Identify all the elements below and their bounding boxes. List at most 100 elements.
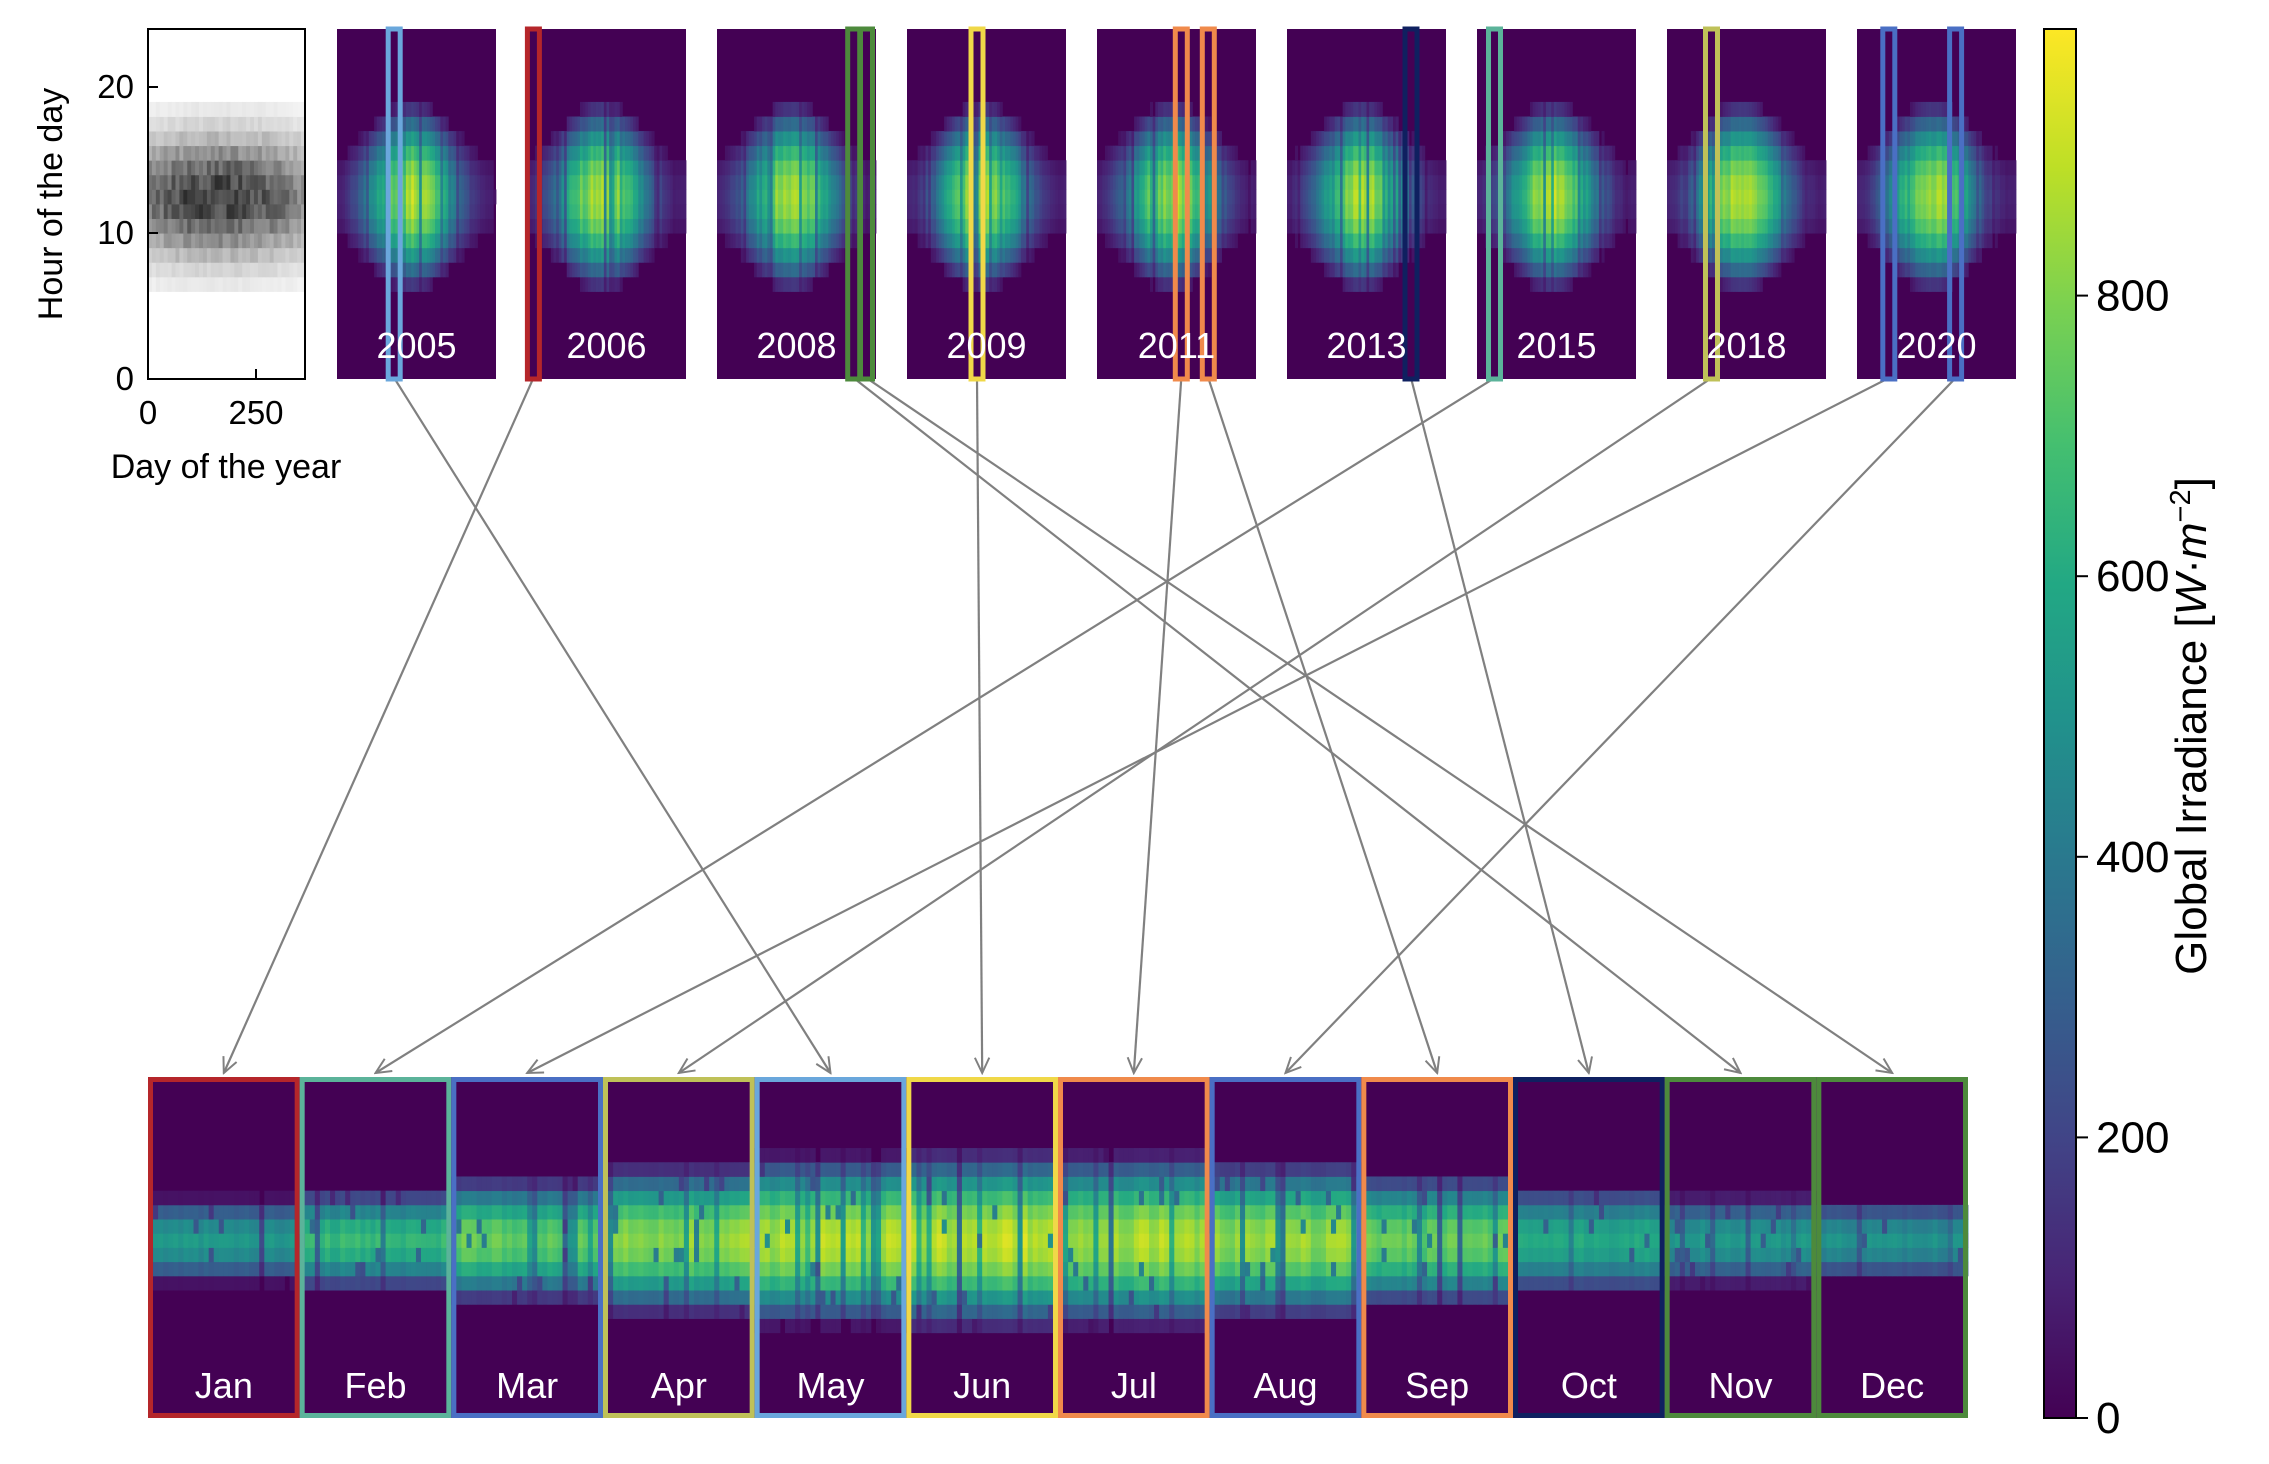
year-cell [748,218,752,234]
overview-cell [289,145,294,161]
year-cell [1294,174,1298,190]
year-cell [1387,189,1391,205]
year-cell [1334,233,1338,249]
year-cell [622,174,626,190]
year-cell [585,189,589,205]
year-cell [587,276,591,292]
year-cell [815,218,819,234]
year-cell [1545,262,1549,278]
year-cell [1524,218,1528,234]
year-cell [640,131,644,147]
year-cell [569,189,573,205]
overview-cell [171,204,176,219]
year-cell [1144,174,1148,190]
year-cell [358,160,362,176]
year-cell [1585,262,1589,278]
year-cell [1786,218,1790,234]
year-cell [1005,131,1009,147]
year-cell [395,101,399,117]
year-cell [1516,262,1520,278]
year-cell [1128,233,1132,249]
year-cell [1197,189,1201,205]
year-cell [1690,131,1694,147]
overview-cell [297,174,302,190]
year-cell [1332,145,1336,161]
year-cell [569,174,573,190]
year-cell [1197,204,1201,219]
year-cell [1398,218,1402,234]
year-cell [1511,174,1515,190]
year-cell [1221,174,1225,190]
year-cell [1530,276,1534,292]
overview-cell [163,204,169,219]
overview-cell [183,247,188,263]
year-cell [1725,247,1729,263]
overview-cell [210,101,216,117]
year-cell [1527,262,1531,278]
year-cell [1034,145,1038,161]
year-cell [1023,145,1027,161]
year-cell [411,233,415,249]
year-cell [812,262,816,278]
year-cell [416,262,420,278]
year-cell [1765,233,1769,249]
year-cell [812,204,816,219]
year-cell [1294,160,1298,176]
year-cell [1366,174,1370,190]
year-cell [724,145,728,161]
year-cell [986,276,990,292]
year-cell [1326,218,1330,234]
year-cell [1300,233,1304,249]
year-cell [553,174,557,190]
overview-cell [289,116,294,132]
year-cell [1324,189,1328,205]
year-cell [445,116,449,132]
year-cell [938,218,942,234]
year-cell [1532,204,1536,219]
year-cell [1160,262,1164,278]
year-cell [1553,160,1557,176]
year-cell [1242,189,1246,205]
year-cell [1712,160,1716,176]
year-cell [416,131,420,147]
year-cell [1179,160,1183,176]
year-cell [585,276,589,292]
overview-cell [179,276,184,292]
year-cell [1398,189,1402,205]
year-cell [1564,262,1568,278]
year-cell [1374,116,1378,132]
year-cell [722,218,726,234]
year-cell [1577,160,1581,176]
overview-cell [281,101,286,117]
overview-cell [222,218,227,234]
year-cell [1326,189,1330,205]
year-cell [1516,131,1520,147]
year-cell [1620,204,1624,219]
year-cell [1535,247,1539,263]
year-cell [1163,160,1167,176]
year-cell [553,160,557,176]
year-cell [1682,204,1686,219]
year-cell [1725,262,1729,278]
year-cell [1005,247,1009,263]
year-cell [1545,145,1549,161]
year-cell [1400,233,1404,249]
year-cell [1218,189,1222,205]
year-cell [751,145,755,161]
year-cell [450,247,454,263]
overview-cell [238,101,243,117]
overview-cell [273,218,278,234]
year-cell [606,233,610,249]
year-cell [1406,233,1410,249]
year-cell [1767,189,1771,205]
year-cell [672,160,676,176]
year-cell [804,131,808,147]
overview-cell [210,131,216,147]
year-cell [413,276,417,292]
year-cell [529,174,533,190]
year-cell [440,131,444,147]
year-cell [838,247,842,263]
overview-cell [285,218,290,234]
year-cell [453,174,457,190]
year-cell [1622,204,1626,219]
